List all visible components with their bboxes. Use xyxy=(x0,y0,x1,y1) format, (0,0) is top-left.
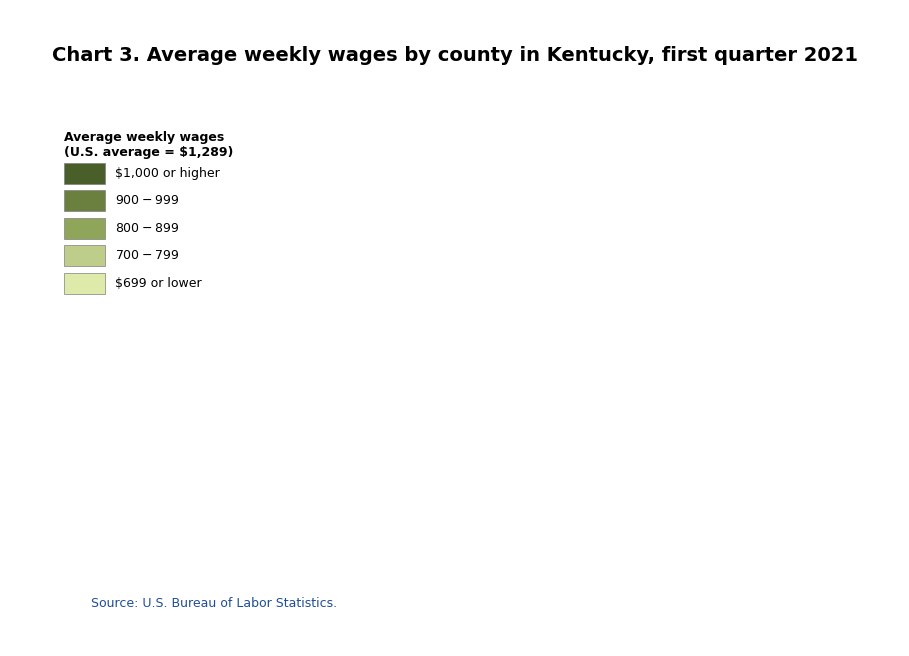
FancyBboxPatch shape xyxy=(64,218,105,239)
FancyBboxPatch shape xyxy=(64,245,105,266)
Text: $800 - $899: $800 - $899 xyxy=(115,222,180,235)
FancyBboxPatch shape xyxy=(64,163,105,184)
Text: $1,000 or higher: $1,000 or higher xyxy=(115,167,220,180)
Text: $700 - $799: $700 - $799 xyxy=(115,249,180,262)
Text: $900 - $999: $900 - $999 xyxy=(115,194,180,207)
Text: Chart 3. Average weekly wages by county in Kentucky, first quarter 2021: Chart 3. Average weekly wages by county … xyxy=(52,46,857,65)
Text: Average weekly wages
(U.S. average = $1,289): Average weekly wages (U.S. average = $1,… xyxy=(64,131,233,159)
Text: $699 or lower: $699 or lower xyxy=(115,277,202,290)
FancyBboxPatch shape xyxy=(64,190,105,211)
Text: Source: U.S. Bureau of Labor Statistics.: Source: U.S. Bureau of Labor Statistics. xyxy=(91,597,337,610)
FancyBboxPatch shape xyxy=(64,273,105,294)
